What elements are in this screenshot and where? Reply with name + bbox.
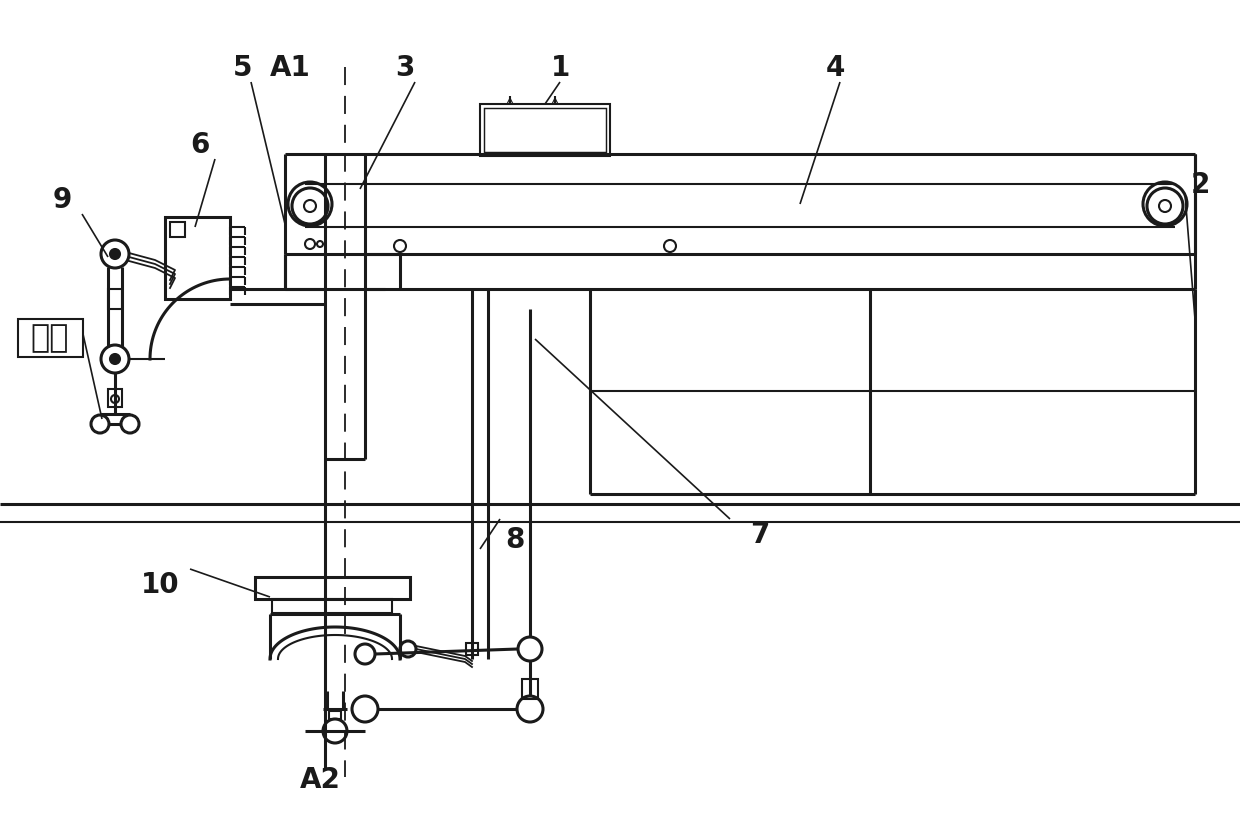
Text: 2: 2: [1190, 171, 1210, 199]
Bar: [480, 104, 610, 157]
Text: A2: A2: [300, 765, 341, 793]
Text: 1: 1: [551, 54, 569, 82]
Text: 7: 7: [750, 520, 770, 548]
Bar: [522, 679, 538, 699]
Bar: [108, 390, 122, 407]
Text: 8: 8: [506, 525, 525, 553]
Text: A1: A1: [269, 54, 310, 82]
Bar: [329, 711, 341, 719]
Bar: [108, 289, 122, 309]
Text: 9: 9: [52, 186, 72, 214]
Bar: [466, 643, 477, 655]
Bar: [272, 599, 392, 614]
Text: 6: 6: [190, 131, 210, 159]
Bar: [170, 222, 185, 237]
Bar: [19, 319, 83, 358]
Text: 5: 5: [233, 54, 253, 82]
Text: 10: 10: [140, 570, 180, 599]
Bar: [484, 109, 606, 153]
Text: 地面: 地面: [31, 323, 69, 354]
Bar: [255, 578, 410, 599]
Circle shape: [110, 250, 120, 260]
Circle shape: [110, 354, 120, 364]
Text: 4: 4: [826, 54, 844, 82]
Text: 3: 3: [396, 54, 414, 82]
Bar: [165, 217, 229, 299]
